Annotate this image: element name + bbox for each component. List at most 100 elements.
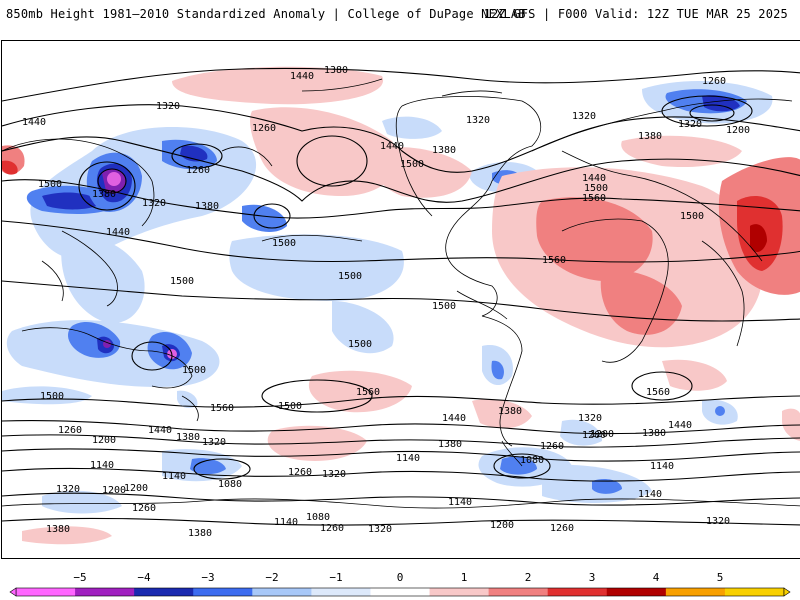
contour-label: 1500 bbox=[182, 365, 206, 376]
colorbar-swatch bbox=[724, 588, 785, 596]
contour-label: 1260 bbox=[320, 523, 344, 534]
anomaly-map: 1440 1380 1320 1440 1500 1380 1320 1260 … bbox=[1, 40, 800, 559]
colorbar-tick-label: −3 bbox=[201, 571, 214, 584]
contour-label: 1140 bbox=[638, 489, 662, 500]
colorbar-swatch bbox=[75, 588, 135, 596]
contour-label: 1320 bbox=[156, 101, 180, 112]
colorbar-tick-label: 1 bbox=[461, 571, 468, 584]
contour-label: 1380 bbox=[432, 145, 456, 156]
colorbar-swatch bbox=[252, 588, 312, 596]
contour-label: 1380 bbox=[188, 528, 212, 539]
contour-label: 1440 bbox=[380, 141, 404, 152]
contour-label: 1500 bbox=[348, 339, 372, 350]
contour-label: 1440 bbox=[106, 227, 130, 238]
contour-label: 1380 bbox=[176, 432, 200, 443]
contour-label: 1140 bbox=[90, 460, 114, 471]
colorbar-swatch bbox=[16, 588, 76, 596]
contour-label: 1200 bbox=[582, 430, 606, 441]
contour-label: 1200 bbox=[124, 483, 148, 494]
contour-label: 1140 bbox=[162, 471, 186, 482]
contour-label: 1380 bbox=[642, 428, 666, 439]
contour-label: 1260 bbox=[132, 503, 156, 514]
header-bar: 850mb Height 1981–2010 Standardized Anom… bbox=[0, 0, 800, 30]
contour-label: 1260 bbox=[550, 523, 574, 534]
contour-label: 1320 bbox=[678, 119, 702, 130]
colorbar-swatch bbox=[665, 588, 726, 596]
colorbar-tick-label: −5 bbox=[73, 571, 86, 584]
colorbar-tick-label: 4 bbox=[653, 571, 660, 584]
colorbar-swatch bbox=[606, 588, 667, 596]
contour-label: 1260 bbox=[288, 467, 312, 478]
colorbar-swatch bbox=[134, 588, 194, 596]
colorbar-tick-label: −2 bbox=[265, 571, 278, 584]
contour-label: 1320 bbox=[142, 198, 166, 209]
contour-label: 1080 bbox=[306, 512, 330, 523]
anomaly-colorbar: −5 −4 −3 −2 −1 0 1 2 3 4 5 bbox=[0, 568, 800, 600]
colorbar-swatch bbox=[488, 588, 549, 596]
contour-label: 1080 bbox=[520, 455, 544, 466]
contour-label: 1380 bbox=[324, 65, 348, 76]
contour-label: 1560 bbox=[582, 193, 606, 204]
contour-label: 1260 bbox=[186, 165, 210, 176]
colorbar-tick-label: 3 bbox=[589, 571, 596, 584]
positive-anomaly-shading bbox=[2, 66, 800, 545]
contour-label: 1500 bbox=[170, 276, 194, 287]
contour-label: 1140 bbox=[396, 453, 420, 464]
contour-label: 1140 bbox=[448, 497, 472, 508]
contour-labels: 1440 1380 1320 1440 1500 1380 1320 1260 … bbox=[22, 65, 750, 539]
contour-label: 1440 bbox=[290, 71, 314, 82]
contour-label: 1320 bbox=[202, 437, 226, 448]
contour-label: 1320 bbox=[578, 413, 602, 424]
contour-label: 1380 bbox=[92, 189, 116, 200]
colorbar-min-arrow bbox=[9, 587, 17, 597]
contour-label: 1320 bbox=[368, 524, 392, 535]
colorbar-tick-labels: −5 −4 −3 −2 −1 0 1 2 3 4 5 bbox=[73, 571, 723, 584]
contour-label: 1380 bbox=[195, 201, 219, 212]
contour-label: 1440 bbox=[22, 117, 46, 128]
colorbar-swatch bbox=[311, 588, 371, 596]
contour-label: 1500 bbox=[338, 271, 362, 282]
contour-label: 1200 bbox=[102, 485, 126, 496]
map-title: 850mb Height 1981–2010 Standardized Anom… bbox=[6, 7, 526, 21]
valid-time-label: 12Z GFS | F000 Valid: 12Z TUE MAR 25 202… bbox=[483, 7, 788, 21]
colorbar-max-arrow bbox=[783, 587, 791, 597]
contour-label: 1260 bbox=[702, 76, 726, 87]
contour-label: 1080 bbox=[218, 479, 242, 490]
contour-label: 1380 bbox=[438, 439, 462, 450]
colorbar-swatches bbox=[15, 587, 785, 597]
contour-label: 1440 bbox=[582, 173, 606, 184]
colorbar-tick-label: 2 bbox=[525, 571, 532, 584]
contour-label: 1320 bbox=[706, 516, 730, 527]
colorbar-tick-label: −1 bbox=[329, 571, 342, 584]
contour-label: 1200 bbox=[92, 435, 116, 446]
colorbar-swatch bbox=[370, 588, 431, 596]
contour-label: 1320 bbox=[56, 484, 80, 495]
contour-label: 1260 bbox=[252, 123, 276, 134]
contour-label: 1320 bbox=[572, 111, 596, 122]
contour-label: 1320 bbox=[466, 115, 490, 126]
contour-label: 1500 bbox=[680, 211, 704, 222]
contour-label: 1140 bbox=[650, 461, 674, 472]
contour-label: 1440 bbox=[442, 413, 466, 424]
contour-label: 1560 bbox=[646, 387, 670, 398]
contour-label: 1260 bbox=[58, 425, 82, 436]
height-contours bbox=[2, 67, 800, 526]
contour-label: 1320 bbox=[322, 469, 346, 480]
contour-label: 1500 bbox=[40, 391, 64, 402]
contour-label: 1560 bbox=[210, 403, 234, 414]
colorbar-swatch bbox=[193, 588, 253, 596]
contour-label: 1500 bbox=[38, 179, 62, 190]
contour-label: 1500 bbox=[278, 401, 302, 412]
colorbar-swatch bbox=[547, 588, 608, 596]
contour-label: 1560 bbox=[356, 387, 380, 398]
contour-label: 1440 bbox=[148, 425, 172, 436]
contour-label: 1380 bbox=[638, 131, 662, 142]
colorbar-tick-label: 0 bbox=[397, 571, 404, 584]
contour-label: 1500 bbox=[272, 238, 296, 249]
contour-label: 1440 bbox=[668, 420, 692, 431]
contour-label: 1260 bbox=[540, 441, 564, 452]
contour-label: 1200 bbox=[490, 520, 514, 531]
contour-label: 1380 bbox=[498, 406, 522, 417]
colorbar-tick-label: −4 bbox=[137, 571, 151, 584]
contour-label: 1140 bbox=[274, 517, 298, 528]
